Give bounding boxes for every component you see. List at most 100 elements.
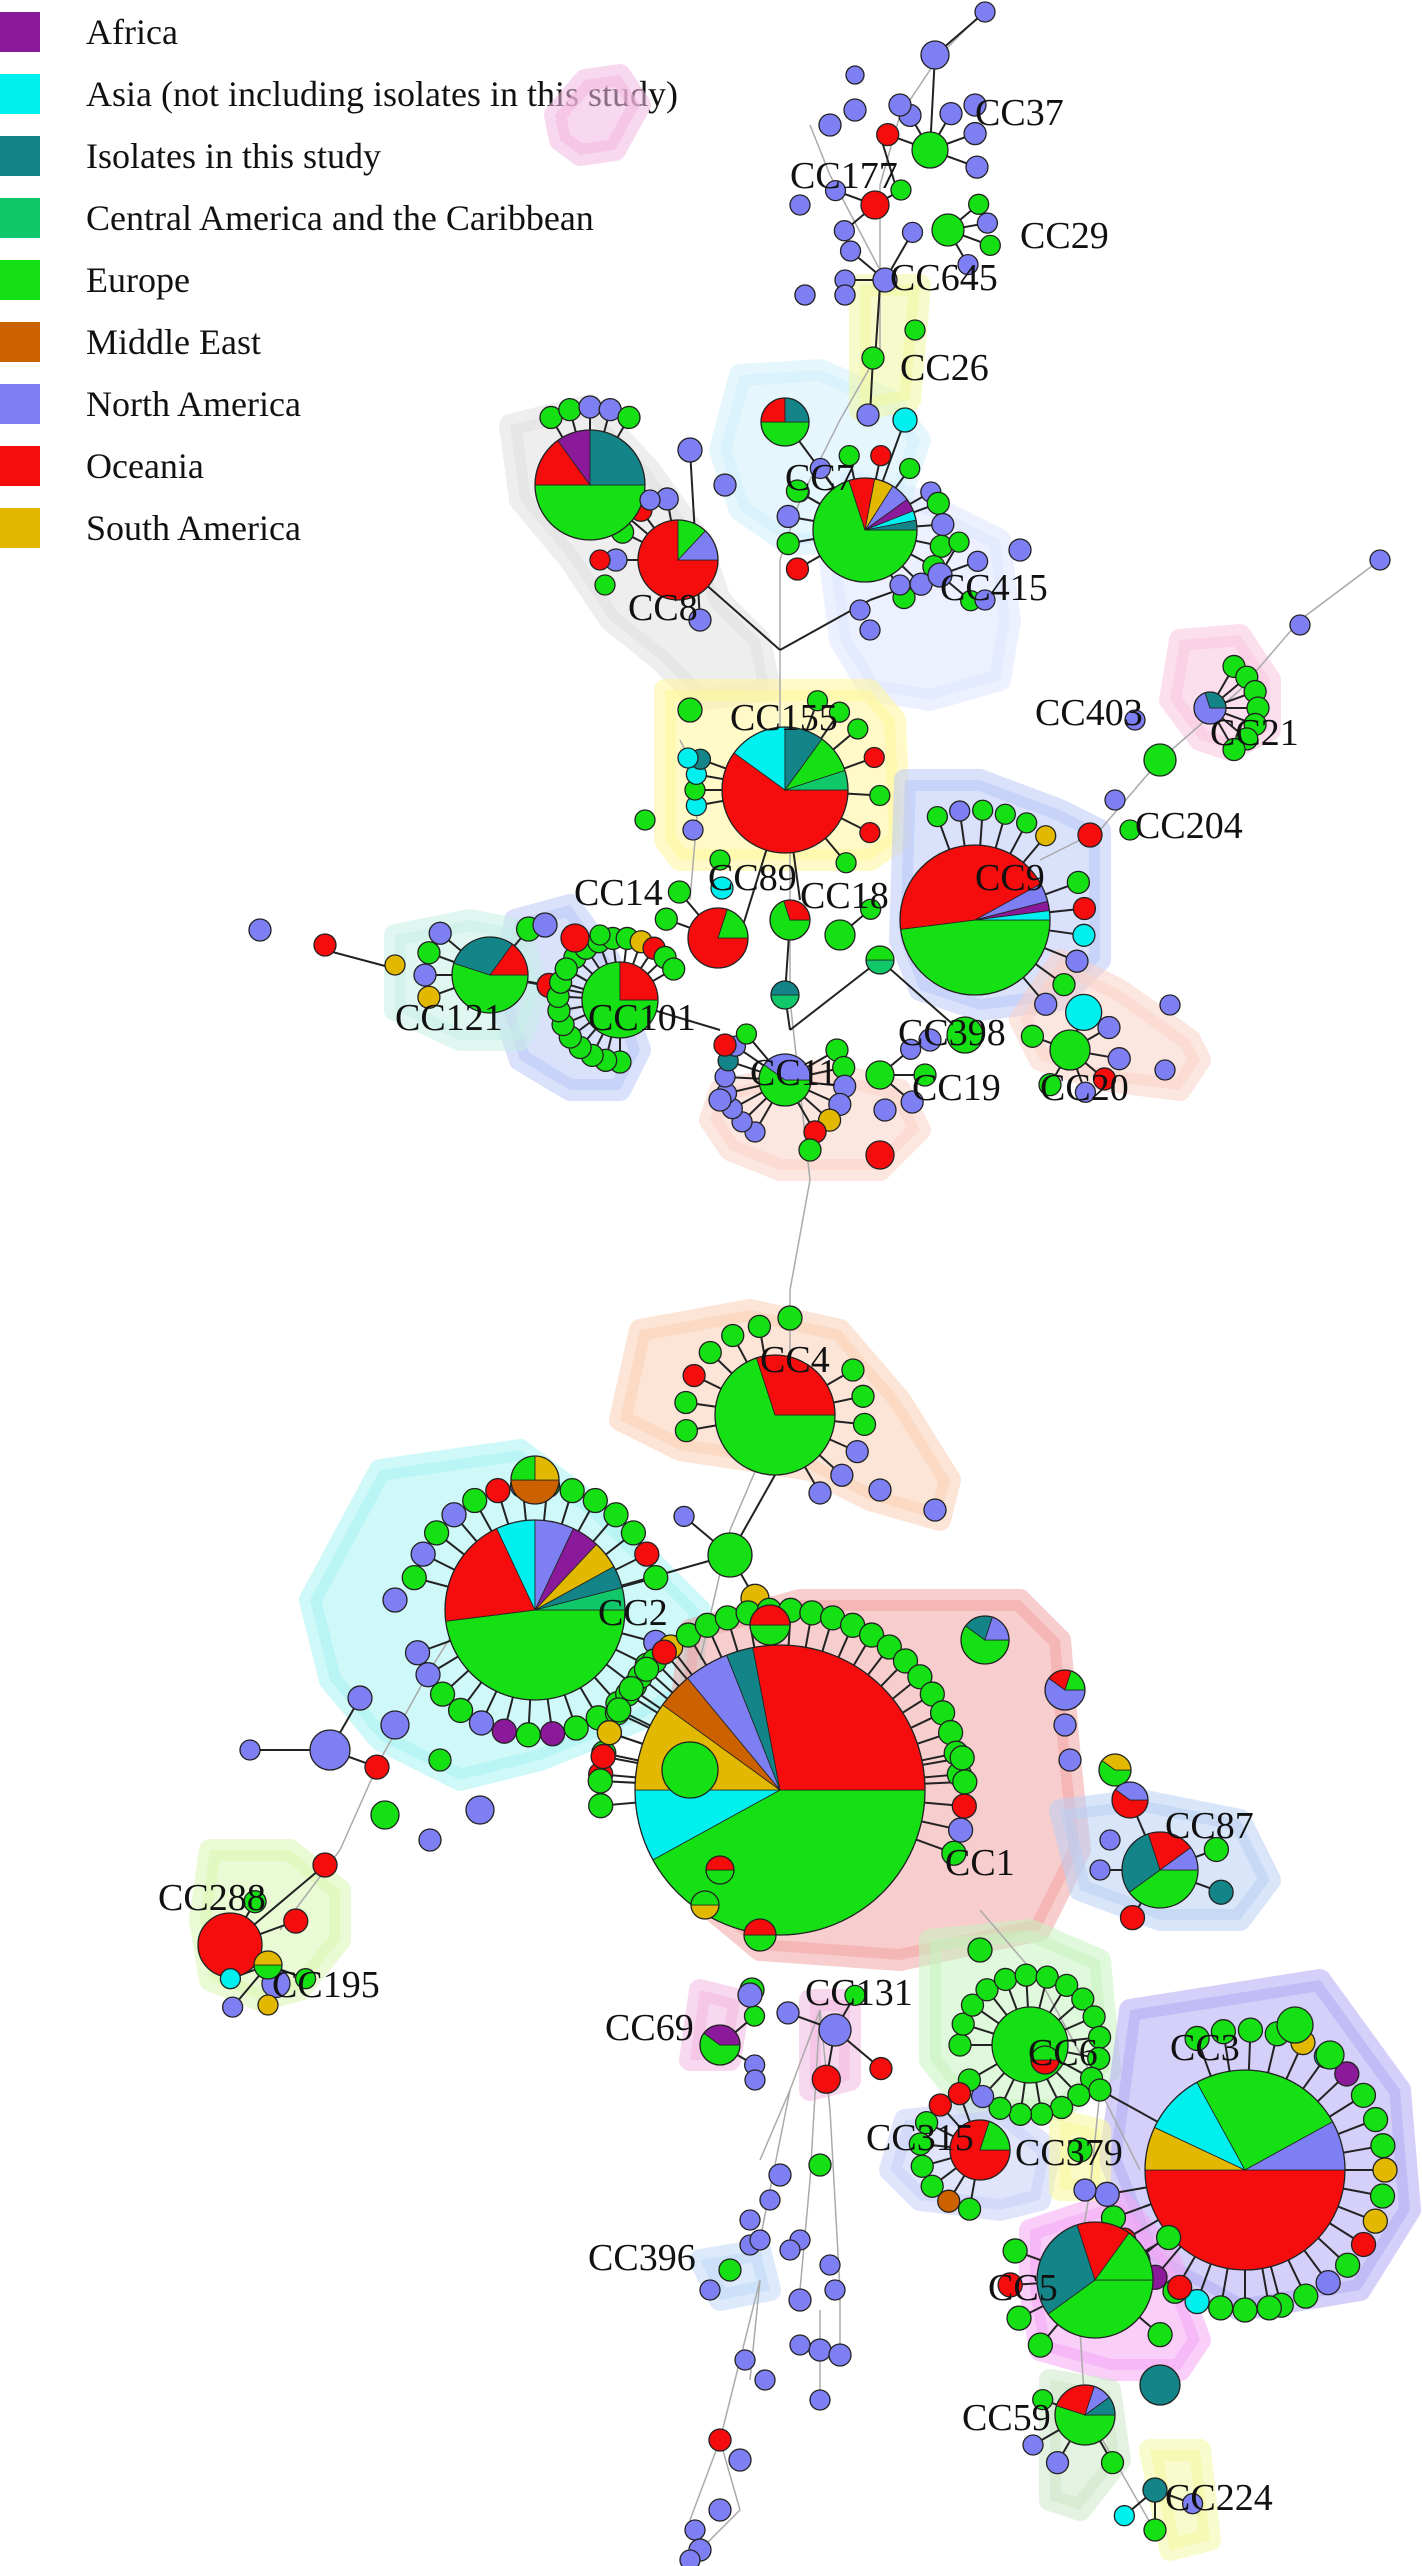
node-circle [947,1817,974,1843]
node [1071,1987,1095,2011]
node [1049,2095,1074,2120]
node-circle [1143,743,1177,777]
node-circle [418,1828,442,1852]
node-circle [851,1384,875,1408]
node [951,1793,977,1819]
node [728,2448,752,2472]
node-circle [975,1978,999,2002]
node-circle [739,2209,761,2231]
node [859,898,882,920]
node [869,2056,893,2081]
node-circle [794,284,816,306]
node [920,2174,944,2198]
node-circle [718,2258,742,2282]
node-circle [870,445,892,467]
cc-label: CC59 [962,2397,1051,2439]
node-circle [860,190,890,220]
node [997,2272,1023,2298]
node [682,1363,706,1388]
node [835,852,857,874]
node-circle [1100,2450,1125,2475]
legend-swatch [0,136,40,176]
node [908,2132,932,2156]
node-circle [1362,2208,1388,2234]
node [744,2069,766,2091]
node [1237,2017,1264,2043]
node-circle [539,1721,566,1747]
node [869,784,891,807]
node [679,2549,701,2566]
edge [789,959,881,1031]
node-circle [789,194,811,216]
node-circle [1237,2017,1264,2043]
node-circle [708,2428,732,2452]
legend-item: Middle East [0,322,261,362]
node-circle [1181,2493,1204,2515]
legend-swatch [0,446,40,486]
node-circle [949,2119,1011,2181]
node-circle [858,1622,885,1648]
cc-label: CC26 [900,347,989,389]
node-circle [662,957,686,981]
edge [1099,2089,1141,2171]
cc-label: CC398 [898,1012,1006,1054]
node-circle [1193,691,1227,725]
node [808,2153,832,2177]
node [760,397,810,447]
node-circle [682,819,704,841]
node-circle [1008,2102,1033,2126]
node-circle [888,93,912,117]
node [1208,2295,1234,2321]
node [283,1908,309,1934]
node [1142,2477,1168,2503]
node-circle [872,267,898,293]
node-circle [687,907,749,969]
node-circle [931,512,955,537]
legend-label: South America [86,508,301,548]
node [1008,2102,1033,2126]
node [1074,1081,1097,1103]
node [749,2229,771,2251]
node [948,2033,972,2057]
node-circle [589,549,611,571]
node [824,2279,846,2301]
node-circle [1074,1081,1097,1103]
node-circle [596,1720,623,1746]
node-circle [798,1138,822,1162]
node [939,101,963,126]
node-circle [824,919,856,951]
node [1097,1015,1121,1040]
node [384,954,406,976]
node [588,1793,614,1819]
node-circle [734,2349,756,2371]
node [1147,2321,1173,2348]
node [899,1038,922,1060]
node-circle [931,213,965,247]
node-circle [859,898,882,920]
node-circle [313,933,337,957]
node [1088,2078,1112,2102]
cc-label: CC18 [800,875,889,917]
node-circle [708,2498,732,2522]
node-circle [908,2132,932,2156]
node-circle [413,963,437,987]
node-circle [1055,1973,1079,1998]
node-circle [845,1439,869,1464]
node-circle [1015,812,1038,834]
node-circle [927,562,953,588]
node-circle [447,1697,474,1724]
node-circle [1030,2045,1060,2075]
node [824,919,856,951]
node-circle [747,1314,772,1339]
node-circle [960,1993,985,2017]
cc-label: CC2 [598,1592,668,1634]
node [620,1520,647,1546]
node [710,876,734,900]
node-circle [380,1710,410,1740]
node [851,1384,875,1408]
node [872,267,898,293]
node-circle [941,1840,967,1866]
node-circle [812,477,918,583]
node [1049,1029,1091,1071]
node-circle [865,1060,895,1090]
